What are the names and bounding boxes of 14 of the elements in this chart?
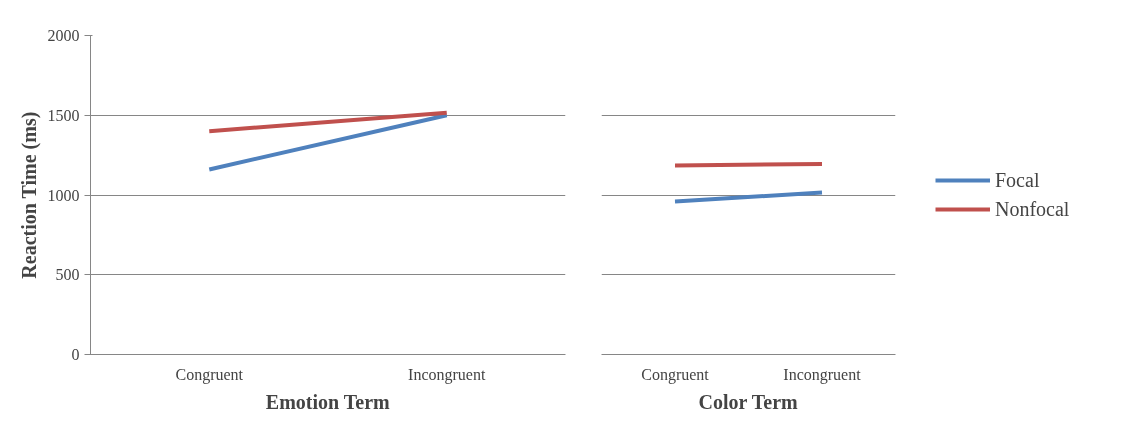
x-tick-label: Congruent (641, 365, 710, 384)
x-tick-label: Congruent (175, 365, 244, 384)
legend-label: Focal (995, 168, 1040, 192)
y-tick-label: 2000 (47, 27, 80, 44)
legend-label: Nonfocal (995, 197, 1070, 221)
x-axis-title: Color Term (698, 390, 799, 413)
y-tick-label: 0 (71, 346, 80, 363)
y-tick-label: 500 (55, 266, 80, 284)
y-axis-title: Reaction Time (ms) (17, 111, 41, 279)
x-tick-label: Incongruent (783, 365, 862, 384)
y-tick-label: 1000 (47, 186, 80, 204)
x-tick-label: Incongruent (408, 365, 486, 384)
y-tick-label: 1500 (47, 106, 80, 124)
x-axis-title: Emotion Term (265, 390, 391, 413)
